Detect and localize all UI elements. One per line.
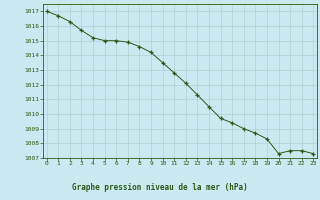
Text: Graphe pression niveau de la mer (hPa): Graphe pression niveau de la mer (hPa) [72, 183, 248, 192]
